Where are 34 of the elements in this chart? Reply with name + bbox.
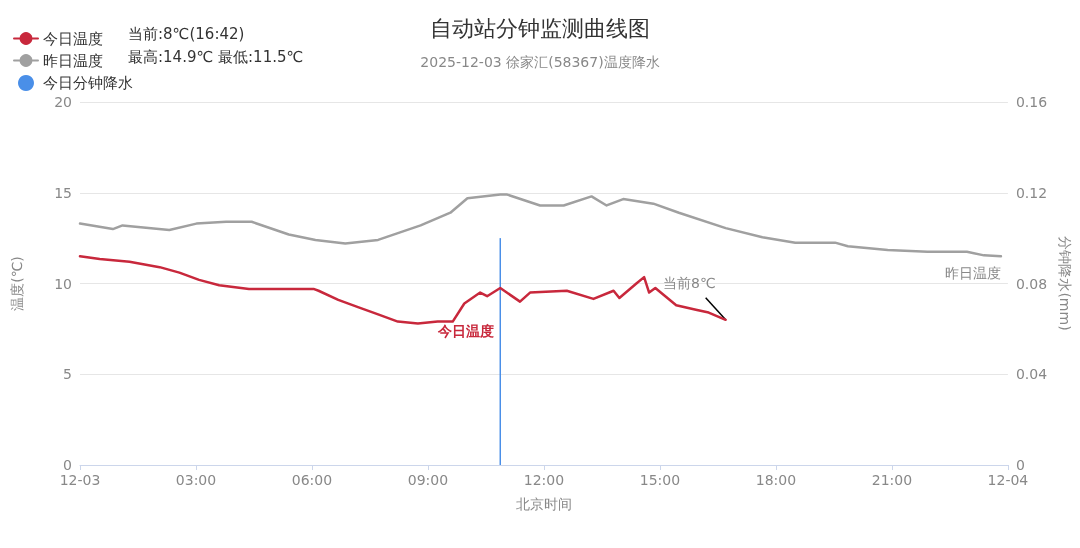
x-tick-label: 03:00 [175, 472, 217, 488]
y2-tick-label: 0.16 [1015, 94, 1048, 110]
y2-tick-label: 0 [1015, 457, 1025, 473]
y-tick-label: 15 [54, 184, 72, 201]
y2-tick-label: 0.12 [1015, 184, 1048, 201]
y-tick-label: 0 [63, 457, 72, 473]
x-tick-label: 18:00 [755, 472, 797, 488]
annotation: 昨日温度 [944, 265, 1001, 282]
chart-title: 自动站分钟监测曲线图 [430, 15, 650, 41]
legend-label: 昨日温度 [43, 51, 103, 70]
y-tick-label: 20 [54, 94, 72, 110]
x-tick-label: 21:00 [871, 472, 913, 488]
text: 最高:14.9℃ 最低:11.5℃ [128, 47, 304, 66]
line-series [78, 193, 1003, 258]
chart-subtitle: 2025-12-03 徐家汇(58367)温度降水 [420, 54, 660, 70]
x-tick-label: 15:00 [639, 472, 681, 488]
annotation: 今日温度 [437, 323, 495, 340]
legend-label: 今日分钟降水 [43, 74, 133, 92]
legend-label: 今日温度 [43, 29, 103, 48]
y2-tick-label: 0.04 [1015, 366, 1048, 383]
x-tick-label: 06:00 [291, 472, 333, 488]
y2-tick-label: 0.08 [1015, 275, 1048, 292]
x-tick-label: 12:00 [523, 472, 565, 488]
text: 当前:8℃(16:42) [128, 24, 245, 43]
x-tick-label: 09:00 [407, 472, 449, 488]
y-tick-label: 5 [63, 366, 72, 383]
y2-axis-title: 分钟降水(mm) [1057, 236, 1073, 331]
x-tick-label: 12-03 [59, 472, 101, 488]
annotation: 当前8℃ [663, 274, 716, 291]
x-tick-label: 12-04 [987, 472, 1029, 488]
y-axis-title: 温度(℃) [9, 256, 25, 311]
x-axis-title: 北京时间 [515, 496, 572, 512]
y-tick-label: 10 [54, 275, 72, 292]
line-series [78, 255, 727, 325]
